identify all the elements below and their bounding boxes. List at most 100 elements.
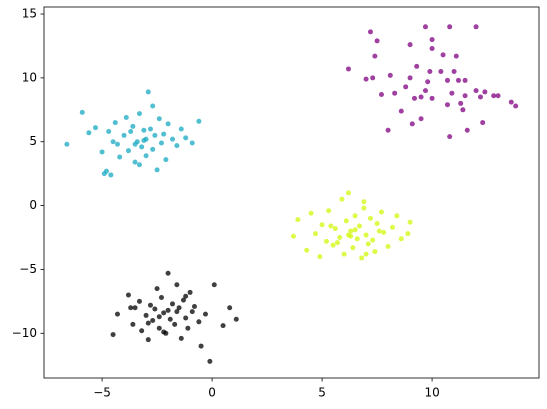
point: [167, 316, 173, 322]
point: [319, 222, 325, 228]
point: [385, 243, 391, 249]
point: [156, 314, 162, 320]
point: [361, 205, 367, 211]
point: [150, 146, 156, 152]
point: [121, 132, 127, 138]
point: [202, 311, 208, 317]
point: [147, 302, 153, 308]
point: [130, 321, 136, 327]
point: [154, 167, 160, 173]
point: [444, 102, 450, 108]
plot-frame: [43, 6, 540, 379]
point: [64, 141, 70, 147]
point: [191, 303, 197, 309]
point: [403, 84, 409, 90]
series: [345, 24, 519, 140]
point: [405, 231, 411, 237]
point: [103, 168, 109, 174]
point: [385, 127, 391, 133]
x-tick-label: 0: [208, 386, 216, 400]
point: [86, 130, 92, 136]
point: [398, 236, 404, 242]
point: [491, 93, 497, 99]
point: [458, 100, 464, 106]
point: [447, 24, 453, 30]
point: [429, 95, 435, 101]
point: [394, 213, 400, 219]
x-tick-label: 10: [424, 386, 439, 400]
point: [183, 315, 189, 321]
point: [411, 95, 417, 101]
point: [196, 118, 202, 124]
point: [174, 309, 180, 315]
point: [92, 125, 98, 131]
point: [341, 251, 347, 257]
point: [378, 91, 384, 97]
point: [444, 77, 450, 83]
point: [112, 120, 118, 126]
point: [352, 213, 358, 219]
point: [154, 286, 160, 292]
point: [365, 241, 371, 247]
point: [220, 323, 226, 329]
point: [418, 94, 424, 100]
point: [460, 107, 466, 113]
point: [165, 121, 171, 127]
point: [189, 140, 195, 146]
point: [152, 306, 158, 312]
point: [152, 132, 158, 138]
point: [455, 77, 461, 83]
point: [158, 140, 164, 146]
point: [161, 131, 167, 137]
point: [372, 249, 378, 255]
point: [462, 77, 468, 83]
point: [337, 235, 343, 241]
point: [389, 224, 395, 230]
point: [79, 109, 85, 115]
point: [156, 325, 162, 331]
point: [132, 305, 138, 311]
point: [136, 162, 142, 168]
series: [290, 190, 413, 261]
point: [147, 126, 153, 132]
point: [174, 143, 180, 149]
point: [99, 149, 105, 155]
point: [312, 231, 318, 237]
point: [141, 137, 147, 143]
point: [198, 343, 204, 349]
point: [145, 89, 151, 95]
point: [139, 328, 145, 334]
point: [233, 316, 239, 322]
point: [290, 233, 296, 239]
point: [110, 139, 116, 145]
point: [143, 153, 149, 159]
point: [378, 209, 384, 215]
point: [414, 63, 420, 69]
point: [328, 223, 334, 229]
point: [136, 111, 142, 117]
point: [350, 245, 356, 251]
point: [407, 219, 413, 225]
point: [114, 141, 120, 147]
point: [449, 90, 455, 96]
point: [145, 337, 151, 343]
point: [227, 305, 233, 311]
x-tick-label: 5: [318, 386, 326, 400]
point: [407, 75, 413, 81]
point: [161, 329, 167, 335]
point: [326, 208, 332, 214]
y-tick-label: 0: [29, 198, 37, 212]
point: [108, 172, 114, 178]
point: [352, 227, 358, 233]
point: [128, 129, 134, 135]
point: [117, 154, 123, 160]
point: [125, 148, 131, 154]
point: [427, 68, 433, 74]
point: [196, 319, 202, 325]
point: [187, 289, 193, 295]
point: [332, 226, 338, 232]
point: [123, 114, 129, 120]
point: [398, 108, 404, 114]
point: [363, 232, 369, 238]
point: [143, 312, 149, 318]
